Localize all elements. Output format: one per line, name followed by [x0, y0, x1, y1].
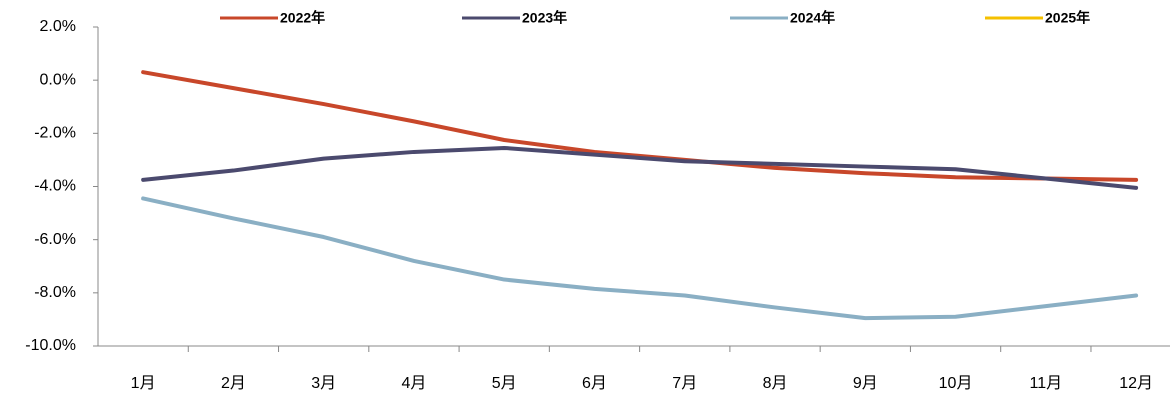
legend-text: 2024年	[790, 10, 835, 26]
x-tick-label: 9月	[853, 375, 878, 392]
y-tick-label: 0.0%	[40, 71, 76, 88]
x-tick-label: 4月	[401, 375, 426, 392]
x-tick-label: 10月	[939, 375, 973, 392]
y-tick-label: -8.0%	[34, 284, 76, 301]
y-tick-label: -10.0%	[25, 337, 76, 354]
legend-text: 2023年	[522, 10, 567, 26]
x-tick-label: 12月	[1119, 375, 1153, 392]
y-tick-label: -2.0%	[34, 125, 76, 142]
line-series	[141, 196, 1139, 321]
x-tick-label: 7月	[672, 375, 697, 392]
x-tick-label: 2月	[221, 375, 246, 392]
x-tick-label: 6月	[582, 375, 607, 392]
y-tick-label: -4.0%	[34, 178, 76, 195]
y-tick-label: 2.0%	[40, 18, 76, 35]
x-tick-label: 5月	[492, 375, 517, 392]
x-tick-label: 8月	[763, 375, 788, 392]
y-tick-label: -6.0%	[34, 231, 76, 248]
line-series	[141, 145, 1139, 190]
legend-text: 2025年	[1045, 10, 1090, 26]
x-tick-label: 3月	[311, 375, 336, 392]
legend-text: 2022年	[280, 10, 325, 26]
x-tick-label: 1月	[131, 375, 156, 392]
x-tick-label: 11月	[1030, 375, 1063, 392]
